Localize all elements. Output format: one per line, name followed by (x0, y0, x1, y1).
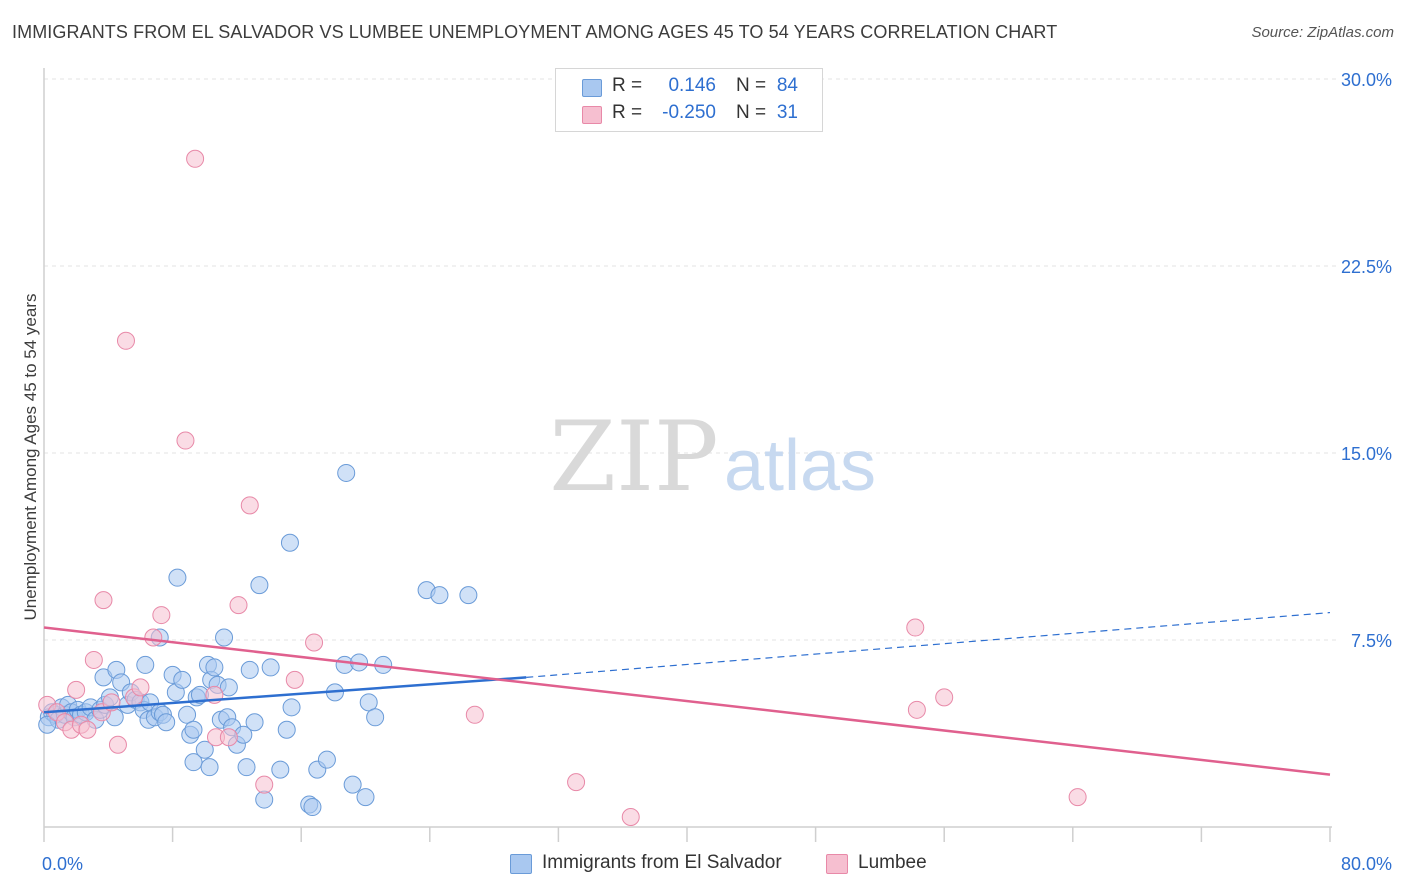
point-lumbee (67, 680, 86, 699)
point-el-salvador (195, 740, 214, 759)
point-lumbee (84, 650, 103, 669)
point-el-salvador (255, 790, 274, 809)
point-lumbee (285, 670, 304, 689)
point-lumbee (1068, 788, 1087, 807)
point-el-salvador (337, 463, 356, 482)
r-value: 0.146 (668, 75, 716, 96)
point-el-salvador (271, 760, 290, 779)
point-el-salvador (157, 713, 176, 732)
n-value: 84 (776, 75, 798, 96)
point-lumbee (255, 775, 274, 794)
point-el-salvador (178, 705, 197, 724)
point-lumbee (108, 735, 127, 754)
grid-lines (44, 78, 1338, 641)
point-el-salvador (184, 720, 203, 739)
point-el-salvador (136, 655, 155, 674)
point-el-salvador (250, 576, 269, 595)
watermark-atlas: atlas (724, 426, 876, 506)
point-el-salvador (184, 753, 203, 772)
tick-labels: 7.5% 15.0% 22.5% 30.0% 0.0% 80.0% (42, 70, 1392, 874)
legend-row-pink: R = -0.250 N = 31 (556, 102, 822, 128)
point-el-salvador (219, 678, 238, 697)
point-lumbee (144, 628, 163, 647)
point-lumbee (176, 431, 195, 450)
point-el-salvador (215, 628, 234, 647)
point-el-salvador (200, 758, 219, 777)
trend-lines (43, 611, 1331, 776)
n-value: 31 (776, 102, 798, 123)
blue-swatch-icon (582, 79, 602, 97)
point-el-salvador (303, 798, 322, 817)
point-el-salvador (173, 670, 192, 689)
legend-label-lumbee: Lumbee (858, 852, 927, 873)
point-el-salvador (459, 586, 478, 605)
legend-label-el-salvador: Immigrants from El Salvador (542, 852, 782, 873)
source-label: Source: ZipAtlas.com (1251, 24, 1394, 41)
point-el-salvador (317, 750, 336, 769)
point-lumbee (78, 720, 97, 739)
y-tick-label: 7.5% (1351, 631, 1392, 651)
point-lumbee (186, 149, 205, 168)
point-lumbee (907, 700, 926, 719)
r-value: -0.250 (662, 102, 716, 123)
point-lumbee (567, 773, 586, 792)
point-lumbee (229, 596, 248, 615)
trend-line-el-salvador-extension (526, 611, 1331, 678)
point-el-salvador (282, 698, 301, 717)
watermark-zip: ZIP (549, 401, 718, 513)
point-lumbee (219, 728, 238, 747)
point-el-salvador (205, 658, 224, 677)
point-el-salvador (430, 586, 449, 605)
pink-swatch-icon (826, 854, 848, 874)
point-el-salvador (356, 788, 375, 807)
point-el-salvador (261, 658, 280, 677)
r-label: R = (612, 75, 643, 96)
point-el-salvador (343, 775, 362, 794)
point-lumbee (935, 688, 954, 707)
point-lumbee (305, 633, 324, 652)
y-tick-label: 30.0% (1341, 70, 1392, 90)
legend-row-blue: R = 0.146 N = 84 (556, 75, 822, 101)
point-el-salvador (168, 568, 187, 587)
y-tick-label: 15.0% (1341, 444, 1392, 464)
point-el-salvador (38, 715, 57, 734)
point-lumbee (131, 678, 150, 697)
point-el-salvador (280, 533, 299, 552)
point-el-salvador (237, 758, 256, 777)
point-lumbee (94, 591, 113, 610)
point-lumbee (116, 331, 135, 350)
correlation-legend: R = 0.146 N = 84 R = -0.250 N = 31 (555, 68, 823, 132)
point-el-salvador (240, 660, 259, 679)
point-lumbee (621, 808, 640, 827)
point-lumbee (240, 496, 259, 515)
point-el-salvador (366, 708, 385, 727)
chart-title: IMMIGRANTS FROM EL SALVADOR VS LUMBEE UN… (12, 22, 1058, 42)
point-lumbee (906, 618, 925, 637)
point-el-salvador (245, 713, 264, 732)
point-lumbee (465, 705, 484, 724)
point-lumbee (152, 606, 171, 625)
point-el-salvador (277, 720, 296, 739)
x-tick-label: 0.0% (42, 854, 83, 874)
trend-line-lumbee (43, 626, 1331, 776)
point-el-salvador (359, 693, 378, 712)
n-label: N = (736, 75, 767, 96)
x-tick-label: 80.0% (1341, 854, 1392, 874)
r-label: R = (612, 102, 643, 123)
y-tick-label: 22.5% (1341, 257, 1392, 277)
trend-line-el-salvador (43, 676, 527, 714)
blue-swatch-icon (510, 854, 532, 874)
watermark: ZIP atlas (549, 401, 876, 513)
pink-swatch-icon (582, 106, 602, 124)
n-label: N = (736, 102, 767, 123)
